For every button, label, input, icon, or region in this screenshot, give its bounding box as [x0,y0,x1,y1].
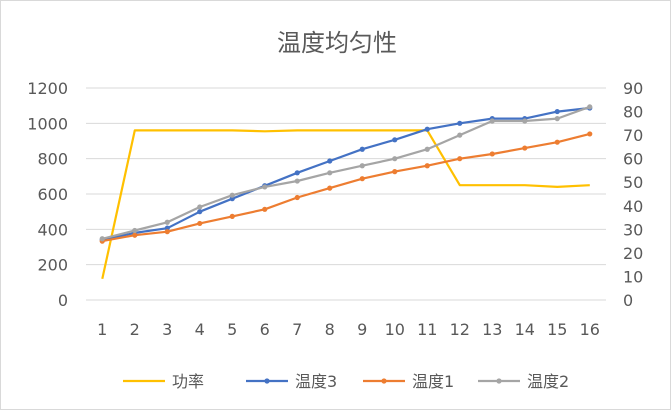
data-point-温度1 [587,131,593,137]
legend-item-功率: 功率 [123,372,204,391]
data-point-温度3 [392,137,398,143]
y-right-tick-label: 0 [623,291,633,310]
y-right-tick-label: 90 [623,79,643,98]
data-point-温度1 [262,206,268,212]
data-point-温度1 [164,229,170,235]
data-point-温度2 [99,236,105,242]
axis-tick-labels: 0 200 400 600 800 1000 1200 0 10 20 30 40 50 60 70 80 90… [27,79,643,339]
x-tick-label: 7 [292,320,302,339]
data-point-温度3 [359,146,365,152]
data-point-温度2 [294,178,300,184]
data-point-温度1 [294,194,300,201]
x-tick-label: 15 [547,320,567,339]
y-left-tick-label: 400 [37,220,68,239]
x-tick-label: 1 [97,320,107,339]
legend-marker [381,378,387,384]
series-line-温度3 [102,106,590,241]
data-point-温度2 [587,104,593,110]
legend-item-温度1: 温度1 [363,372,454,391]
x-tick-label: 9 [357,320,367,339]
data-point-温度1 [229,213,235,219]
data-point-温度1 [392,169,398,175]
data-point-温度1 [359,176,365,182]
legend: 功率 温度3 温度1 温度2 [123,372,569,391]
data-point-温度2 [197,204,203,210]
chart-title: 温度均匀性 [277,29,397,57]
data-point-温度1 [489,151,495,157]
series-line-温度1 [102,132,591,243]
y-right-tick-label: 70 [623,126,643,145]
legend-marker [264,378,270,384]
y-right-tick-label: 10 [623,267,643,286]
x-tick-label: 10 [385,320,405,339]
x-tick-label: 11 [417,320,437,339]
data-point-温度2 [359,163,365,169]
y-left-tick-label: 1000 [27,114,68,133]
data-point-温度2 [262,184,268,190]
data-point-温度1 [554,139,560,145]
legend-label: 温度1 [412,372,454,391]
legend-label: 温度2 [527,372,569,391]
legend-marker [496,378,502,384]
y-right-tick-label: 60 [623,150,643,169]
data-point-温度2 [164,219,170,225]
data-point-温度3 [424,126,430,132]
x-tick-label: 2 [130,320,140,339]
x-tick-label: 14 [515,320,535,339]
x-tick-label: 8 [325,320,335,339]
y-left-tick-label: 0 [58,291,68,310]
data-point-温度2 [554,116,560,122]
y-left-tick-label: 600 [37,185,68,204]
data-point-温度3 [294,170,300,176]
y-left-tick-label: 1200 [27,79,68,98]
series-line-温度2 [102,105,591,240]
legend-item-温度3: 温度3 [246,372,337,391]
data-point-温度1 [132,232,138,238]
data-point-温度2 [424,146,430,152]
legend-label: 温度3 [295,372,337,391]
data-point-温度1 [327,185,333,191]
data-point-温度1 [457,156,463,162]
data-point-温度1 [424,163,430,169]
data-point-温度2 [327,170,333,176]
y-right-tick-label: 30 [623,220,643,239]
data-point-温度2 [229,192,235,198]
y-right-tick-label: 80 [623,103,643,122]
x-tick-label: 13 [482,320,502,339]
legend-label: 功率 [172,372,204,391]
y-left-tick-label: 200 [37,256,68,275]
series-lines [99,104,593,280]
data-point-温度2 [489,118,495,124]
x-tick-label: 5 [227,320,237,339]
data-point-温度2 [457,132,463,138]
data-point-温度1 [522,145,528,151]
data-point-温度3 [327,158,333,164]
x-tick-label: 3 [162,320,172,339]
x-tick-label: 16 [580,320,600,339]
legend-item-温度2: 温度2 [478,372,569,391]
x-tick-label: 4 [195,320,205,339]
data-point-温度2 [522,118,528,124]
series-line-功率 [101,129,590,280]
data-point-温度2 [132,227,138,234]
y-right-tick-label: 20 [623,244,643,263]
data-point-温度3 [554,108,560,115]
data-point-温度2 [392,156,398,162]
x-tick-label: 6 [260,320,270,339]
data-point-温度3 [457,120,463,126]
data-point-温度3 [197,209,203,215]
y-right-tick-label: 40 [623,197,643,216]
data-point-温度1 [197,220,203,227]
y-right-tick-label: 50 [623,173,643,192]
y-left-tick-label: 800 [37,150,68,169]
x-tick-label: 12 [450,320,470,339]
